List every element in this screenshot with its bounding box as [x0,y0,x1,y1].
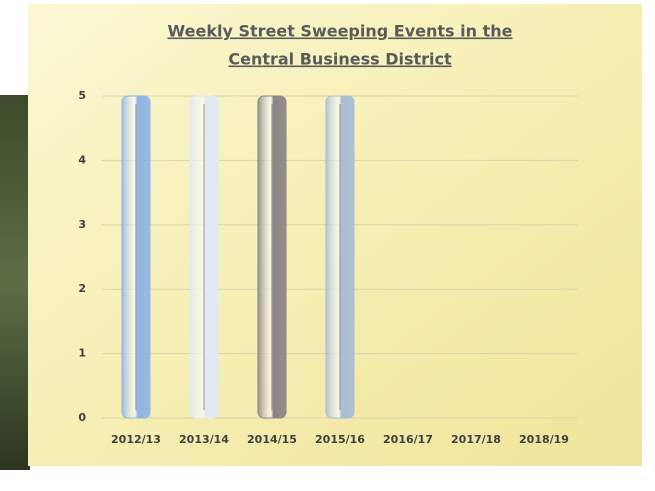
x-tick-label: 2014/15 [247,433,297,446]
x-tick-label: 2017/18 [451,433,501,446]
y-tick-label: 5 [78,89,86,102]
x-tick-label: 2012/13 [111,433,161,446]
chart-title: Central Business District [228,50,452,69]
page: Weekly Street Sweeping Events in the Cen… [0,0,655,491]
y-tick-label: 0 [78,411,86,424]
x-tick-label: 2013/14 [179,433,229,446]
y-tick-label: 2 [78,282,86,295]
x-tick-label: 2016/17 [383,433,433,446]
y-tick-label: 3 [78,218,86,231]
x-tick-label: 2015/16 [315,433,365,446]
photo-strip [0,95,30,470]
y-tick-label: 1 [78,347,86,360]
x-tick-label: 2018/19 [519,433,569,446]
chart: Weekly Street Sweeping Events in the Cen… [0,0,655,491]
y-tick-label: 4 [78,153,86,166]
chart-title: Weekly Street Sweeping Events in the [168,22,513,41]
